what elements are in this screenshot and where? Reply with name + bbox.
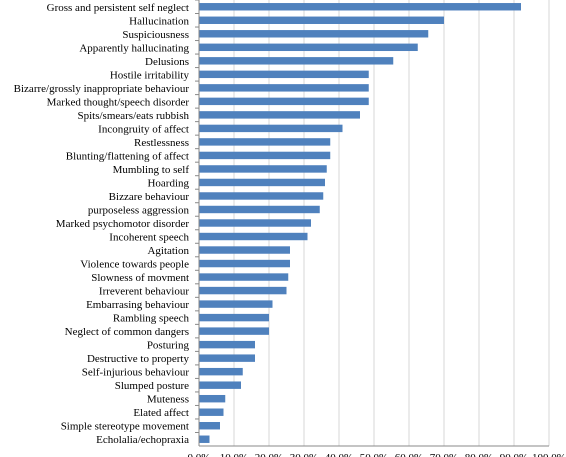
x-tick-label: 70.0% xyxy=(430,452,458,457)
bar xyxy=(199,367,243,376)
x-tick-label: 10.0% xyxy=(220,452,248,457)
bar xyxy=(199,354,255,362)
x-tick-label: 40.0% xyxy=(325,452,353,457)
x-tick-label: 20.0% xyxy=(255,452,283,457)
x-tick-label: 80.0% xyxy=(465,452,493,457)
bar xyxy=(199,138,331,146)
bar xyxy=(199,381,241,389)
bar xyxy=(199,422,220,430)
category-label: Embarrasing behaviour xyxy=(86,299,189,311)
x-tick-label: 0.0% xyxy=(188,452,211,457)
bar xyxy=(199,192,324,200)
bar xyxy=(199,205,320,214)
category-label: Blunting/flattening of affect xyxy=(66,150,189,162)
category-label: Apparently hallucinating xyxy=(79,42,189,54)
x-tick-label: 60.0% xyxy=(395,452,423,457)
category-label: Hoarding xyxy=(147,177,189,189)
bar xyxy=(199,340,255,349)
bar xyxy=(199,43,418,52)
x-tick-labels: 0.0% 10.0% 20.0% 30.0% 40.0% 50.0% 60.0% 70.0% 8… xyxy=(188,452,566,457)
x-tick-label: 90.0% xyxy=(500,452,528,457)
bar xyxy=(199,178,325,187)
category-label: Simple stereotype movement xyxy=(61,421,189,433)
category-label: Delusions xyxy=(145,56,189,68)
bar xyxy=(199,84,369,92)
bar xyxy=(199,232,308,241)
category-label: Hallucination xyxy=(129,15,189,27)
bars xyxy=(199,3,521,443)
category-label: Destructive to property xyxy=(87,353,190,365)
category-label: Marked thought/speech disorder xyxy=(47,96,190,108)
bar xyxy=(199,246,290,254)
bar xyxy=(199,16,444,24)
category-label: Gross and persistent self neglect xyxy=(47,2,189,14)
bar xyxy=(199,57,394,65)
axes xyxy=(195,0,549,447)
category-labels: Gross and persistent self neglectHalluci… xyxy=(14,2,190,446)
bar xyxy=(199,3,521,11)
category-label: Self-injurious behaviour xyxy=(82,367,190,379)
bar xyxy=(199,219,311,227)
bar xyxy=(199,151,331,160)
category-label: Hostile irritability xyxy=(110,69,190,81)
bar xyxy=(199,300,273,308)
category-label: Rambling speech xyxy=(113,313,190,325)
bar xyxy=(199,165,327,173)
category-label: Neglect of common dangers xyxy=(65,326,189,338)
category-label: Incongruity of affect xyxy=(98,123,189,135)
category-label: Bizzare behaviour xyxy=(109,191,190,203)
x-tick-label: 50.0% xyxy=(360,452,388,457)
category-label: Slumped posture xyxy=(115,380,189,392)
category-label: Suspiciousness xyxy=(122,29,189,41)
bar xyxy=(199,313,269,322)
bar xyxy=(199,30,429,38)
x-tick-label: 100.0% xyxy=(532,452,566,457)
category-label: Posturing xyxy=(147,340,190,352)
bar xyxy=(199,259,290,268)
category-label: Spits/smears/eats rubbish xyxy=(77,110,189,122)
category-label: Incoherent speech xyxy=(109,232,189,244)
category-label: Elated affect xyxy=(133,407,189,419)
bar xyxy=(199,124,343,133)
bar xyxy=(199,273,289,281)
x-tick-label: 30.0% xyxy=(290,452,318,457)
category-label: Muteness xyxy=(147,394,189,406)
category-label: Marked psychomotor disorder xyxy=(56,218,190,230)
bar xyxy=(199,70,369,79)
category-label: Slowness of movment xyxy=(91,272,189,284)
category-label: Bizarre/grossly inappropriate behaviour xyxy=(14,83,190,95)
category-label: Restlessness xyxy=(134,137,189,149)
bar xyxy=(199,327,269,335)
category-label: Mumbling to self xyxy=(113,164,190,176)
bar xyxy=(199,394,226,403)
bar xyxy=(199,97,369,106)
category-label: Agitation xyxy=(147,245,189,257)
category-label: Echolalia/echopraxia xyxy=(96,434,189,446)
bar xyxy=(199,435,210,443)
category-label: Irreverent behaviour xyxy=(99,286,189,298)
bar xyxy=(199,408,224,416)
category-label: Violence towards people xyxy=(80,259,189,271)
bar xyxy=(199,286,287,295)
category-label: purposeless aggression xyxy=(88,204,190,216)
bar xyxy=(199,111,360,119)
